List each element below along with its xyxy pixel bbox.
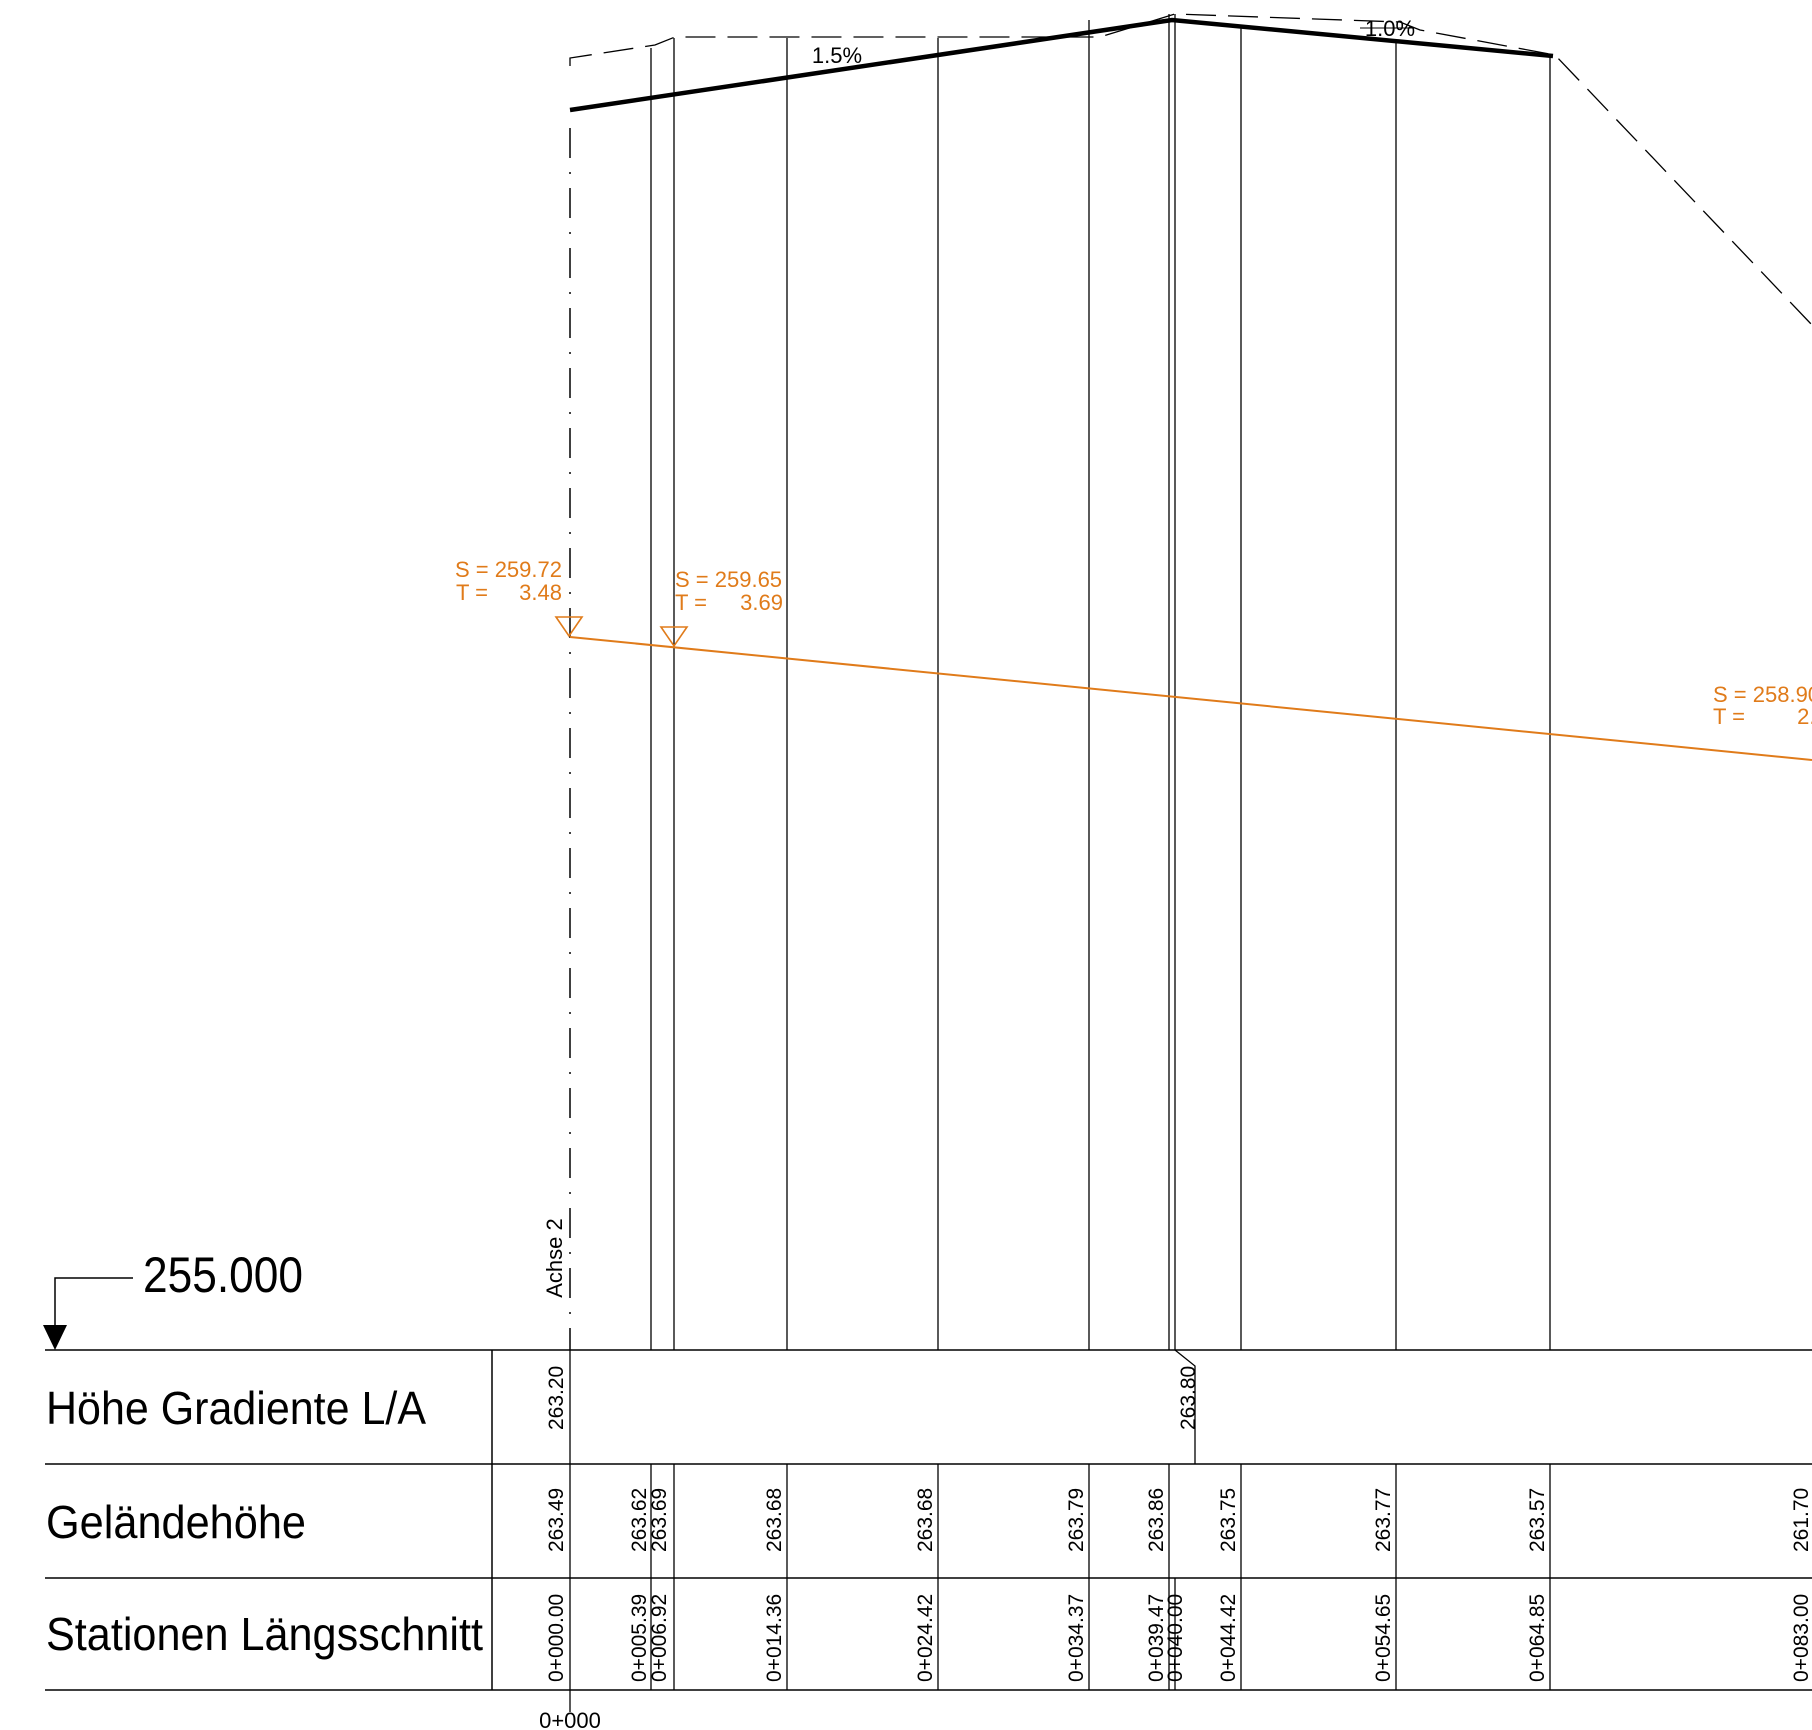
station-value: 0+083.00 <box>1790 1594 1812 1682</box>
terrain-value: 263.49 <box>545 1488 568 1552</box>
station-value: 0+006.92 <box>648 1594 671 1682</box>
grade-value: 263.20 <box>545 1366 568 1430</box>
datum-label: 255.000 <box>143 1247 303 1303</box>
station-value: 0+005.39 <box>628 1594 651 1682</box>
grade-line <box>569 17 1554 113</box>
pipe-label-s: S = 259.72 <box>455 557 562 582</box>
terrain-line <box>569 13 1812 326</box>
pipe-marker-triangle <box>554 616 584 638</box>
grade-value: 263.80 <box>1177 1366 1200 1430</box>
station-value: 0+040.00 <box>1164 1594 1187 1682</box>
pipe-label-t-value: 3.69 <box>740 590 783 615</box>
station-value: 0+064.85 <box>1526 1594 1549 1682</box>
terrain-values: 263.49 263.62 263.69 263.68 263.68 263.7… <box>545 1488 1812 1552</box>
terrain-value: 263.68 <box>914 1488 937 1552</box>
pipe-label-t-value: 2.80 <box>1797 704 1812 729</box>
pipe-label-right: S = 258.90 T = 2.80 <box>1713 682 1812 729</box>
terrain-value: 261.70 <box>1790 1488 1812 1552</box>
station-value: 0+034.37 <box>1065 1594 1088 1682</box>
terrain-value: 263.86 <box>1145 1488 1168 1552</box>
station-value: 0+014.36 <box>763 1594 786 1682</box>
pipe-label-left-2: S = 259.65 T = 3.69 <box>675 567 783 615</box>
pipe-label-s: S = 258.90 <box>1713 682 1812 707</box>
terrain-value: 263.75 <box>1217 1488 1240 1552</box>
station-value: 0+024.42 <box>914 1594 937 1682</box>
station-value: 0+044.42 <box>1217 1594 1240 1682</box>
pipe-label-t: T = <box>675 590 707 615</box>
profile-table <box>45 1349 1812 1691</box>
pipe-label-s: S = 259.65 <box>675 567 782 592</box>
pipe-label-t: T = <box>456 580 488 605</box>
pipe-label-t: T = <box>1713 704 1745 729</box>
pipe-marker-triangle <box>659 626 689 648</box>
row-label-grade: Höhe Gradiente L/A <box>46 1382 426 1434</box>
terrain-value: 263.68 <box>763 1488 786 1552</box>
station-value: 0+039.47 <box>1145 1594 1168 1682</box>
start-station-label: 0+000 <box>539 1708 601 1730</box>
terrain-value: 263.77 <box>1372 1488 1395 1552</box>
axis-label: Achse 2 <box>542 1218 567 1298</box>
grade-divider <box>1174 1349 1196 1464</box>
pipe-label-left-1: S = 259.72 T = 3.48 <box>455 557 562 605</box>
slope-label-left: 1.5% <box>812 43 862 68</box>
terrain-value: 263.69 <box>648 1488 671 1552</box>
station-value: 0+054.65 <box>1372 1594 1395 1682</box>
terrain-value: 263.57 <box>1526 1488 1549 1552</box>
pipe-label-t-value: 3.48 <box>519 580 562 605</box>
terrain-value: 263.79 <box>1065 1488 1088 1552</box>
row-label-stations: Stationen Längsschnitt <box>46 1608 483 1660</box>
datum-leader <box>54 1277 133 1325</box>
grade-values: 263.20 263.80 <box>545 1366 1200 1430</box>
terrain-value: 263.62 <box>628 1488 651 1552</box>
table-dividers <box>569 1349 1551 1690</box>
pipe-line <box>569 636 1812 761</box>
station-values: 0+000.00 0+005.39 0+006.92 0+014.36 0+02… <box>545 1594 1812 1682</box>
row-label-terrain: Geländehöhe <box>46 1496 306 1548</box>
datum-arrow <box>43 1325 67 1350</box>
station-lines <box>650 14 1551 1350</box>
station-value: 0+000.00 <box>545 1594 568 1682</box>
